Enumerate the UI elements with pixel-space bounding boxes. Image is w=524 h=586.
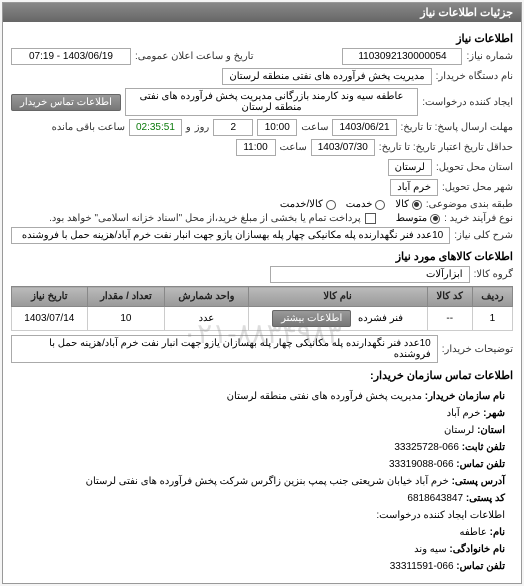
- lname-k: نام خانوادگی:: [449, 544, 505, 555]
- delivery-until-label: حداقل تاریخ اعتبار تاریخ: تا تاریخ:: [379, 142, 513, 153]
- cell-qty: 10: [87, 307, 165, 331]
- postal-k: کد پستی:: [466, 493, 505, 504]
- cell-name-text: فنر فشرده: [358, 313, 403, 324]
- cell-unit: عدد: [165, 307, 248, 331]
- price-radio-medium[interactable]: متوسط: [396, 213, 440, 224]
- cell-idx: 1: [472, 307, 512, 331]
- deadline-send-date: 1403/06/21: [332, 119, 396, 136]
- col-unit: واحد شمارش: [165, 287, 248, 307]
- budget-type-label: طبقه بندی موضوعی:: [426, 199, 513, 210]
- pay-note-checkbox[interactable]: [365, 213, 376, 224]
- province-value: لرستان: [388, 159, 432, 176]
- postal-v: 6818643847: [407, 493, 463, 504]
- price-medium-label: متوسط: [396, 213, 427, 224]
- fax-k: تلفن تماس:: [456, 459, 505, 470]
- requester-label: ایجاد کننده درخواست:: [422, 97, 513, 108]
- announce-dt-label: تاریخ و ساعت اعلان عمومی:: [135, 51, 254, 62]
- col-date: تاریخ نیاز: [12, 287, 88, 307]
- org-name-v: مدیریت پخش فرآورده های نفتی منطقه لرستان: [227, 391, 422, 402]
- org-name-k: نام سازمان خریدار:: [425, 391, 505, 402]
- remaining-time: 02:35:51: [129, 119, 182, 136]
- cell-name: فنر فشرده اطلاعات بیشتر: [248, 307, 427, 331]
- goods-section-title: اطلاعات کالاهای مورد نیاز: [11, 250, 513, 263]
- time-label-2: ساعت: [280, 142, 307, 153]
- deadline-send-label: مهلت ارسال پاسخ: تا تاریخ:: [401, 122, 513, 133]
- panel-title: جزئیات اطلاعات نیاز: [3, 3, 521, 22]
- fname-v: عاطفه: [459, 527, 486, 538]
- announce-dt-value: 1403/06/19 - 07:19: [11, 48, 131, 65]
- addr-k: آدرس پستی:: [452, 476, 505, 487]
- lname-v: سیه وند: [414, 544, 446, 555]
- radio-icon: [430, 214, 440, 224]
- buyer-org-value: مدیریت پخش فرآورده های نفتی منطقه لرستان: [222, 68, 431, 85]
- province-label: استان محل تحویل:: [436, 162, 513, 173]
- and-label: و: [186, 122, 191, 133]
- city-v: خرم آباد: [447, 408, 481, 419]
- delivery-until-date: 1403/07/30: [311, 139, 375, 156]
- req-creator-title: اطلاعات ایجاد کننده درخواست:: [19, 507, 505, 524]
- buyer-contact-button[interactable]: اطلاعات تماس خریدار: [11, 94, 121, 111]
- need-no-value: 1103092130000054: [342, 48, 462, 65]
- row-detail-button[interactable]: اطلاعات بیشتر: [272, 310, 351, 327]
- remaining-days: 2: [213, 119, 253, 136]
- city-k: شهر:: [483, 408, 505, 419]
- addr-v: خرم آباد خیابان شریعتی جنب پمپ بنزین زاگ…: [86, 476, 449, 487]
- phone-k: تلفن ثابت:: [462, 442, 505, 453]
- buyer-note-label: توضیحات خریدار:: [442, 344, 513, 355]
- rphone-v: 066-33311591: [390, 561, 454, 572]
- fname-k: نام:: [490, 527, 505, 538]
- time-label-1: ساعت: [301, 122, 328, 133]
- col-code: کد کالا: [427, 287, 472, 307]
- buyer-note-value: 10عدد فنر نگهدارنده پله مکانیکی چهار پله…: [11, 335, 438, 363]
- budget-both-label: کالا/خدمت: [280, 199, 323, 210]
- main-panel: جزئیات اطلاعات نیاز اطلاعات نیاز شماره ن…: [2, 2, 522, 584]
- budget-radio-service[interactable]: خدمت: [346, 199, 386, 210]
- phone-v: 066-33325728: [394, 442, 459, 453]
- requester-value: عاطفه سیه وند کارمند بازرگانی مدیریت پخش…: [125, 88, 418, 116]
- table-row: 1 -- فنر فشرده اطلاعات بیشتر عدد 10 1403…: [12, 307, 513, 331]
- contact-section-title: اطلاعات تماس سازمان خریدار:: [11, 369, 513, 382]
- radio-icon: [375, 200, 385, 210]
- radio-icon: [412, 200, 422, 210]
- cell-code: --: [427, 307, 472, 331]
- col-name: نام کالا: [248, 287, 427, 307]
- need-info-section: اطلاعات نیاز شماره نیاز: 110309213000005…: [3, 22, 521, 583]
- goods-table-wrap: ردیف کد کالا نام کالا واحد شمارش تعداد /…: [11, 286, 513, 363]
- budget-radio-goods[interactable]: کالا: [395, 199, 422, 210]
- day-label: روز: [195, 122, 210, 133]
- fax-v: 066-33319088: [389, 459, 454, 470]
- budget-radio-both[interactable]: کالا/خدمت: [280, 199, 336, 210]
- pay-note-label: پرداخت تمام یا بخشی از مبلغ خرید،از محل …: [49, 213, 361, 224]
- contact-info-block: نام سازمان خریدار: مدیریت پخش فرآورده ها…: [11, 384, 513, 579]
- province-v: لرستان: [444, 425, 474, 436]
- need-title-label: شرح کلی نیاز:: [454, 230, 513, 241]
- city-value: خرم آباد: [390, 179, 438, 196]
- radio-icon: [326, 200, 336, 210]
- col-qty: تعداد / مقدار: [87, 287, 165, 307]
- buyer-org-label: نام دستگاه خریدار:: [436, 71, 513, 82]
- province-k: استان:: [477, 425, 505, 436]
- need-info-title: اطلاعات نیاز: [11, 32, 513, 45]
- remaining-suffix: ساعت باقی مانده: [52, 122, 125, 133]
- budget-goods-label: کالا: [395, 199, 409, 210]
- budget-radio-group: کالا خدمت کالا/خدمت: [280, 199, 422, 210]
- goods-table: ردیف کد کالا نام کالا واحد شمارش تعداد /…: [11, 286, 513, 331]
- col-idx: ردیف: [472, 287, 512, 307]
- need-title-value: 10عدد فنر نگهدارنده پله مکانیکی چهار پله…: [11, 227, 450, 244]
- cell-date: 1403/07/14: [12, 307, 88, 331]
- group-label: گروه کالا:: [474, 269, 513, 280]
- rphone-k: تلفن تماس:: [456, 561, 505, 572]
- need-no-label: شماره نیاز:: [466, 51, 513, 62]
- price-type-label: نوع فرآیند خرید :: [444, 213, 513, 224]
- budget-service-label: خدمت: [346, 199, 373, 210]
- deadline-send-time: 10:00: [257, 119, 297, 136]
- group-value: ابزارآلات: [270, 266, 470, 283]
- city-label: شهر محل تحویل:: [442, 182, 513, 193]
- delivery-until-time: 11:00: [236, 139, 276, 156]
